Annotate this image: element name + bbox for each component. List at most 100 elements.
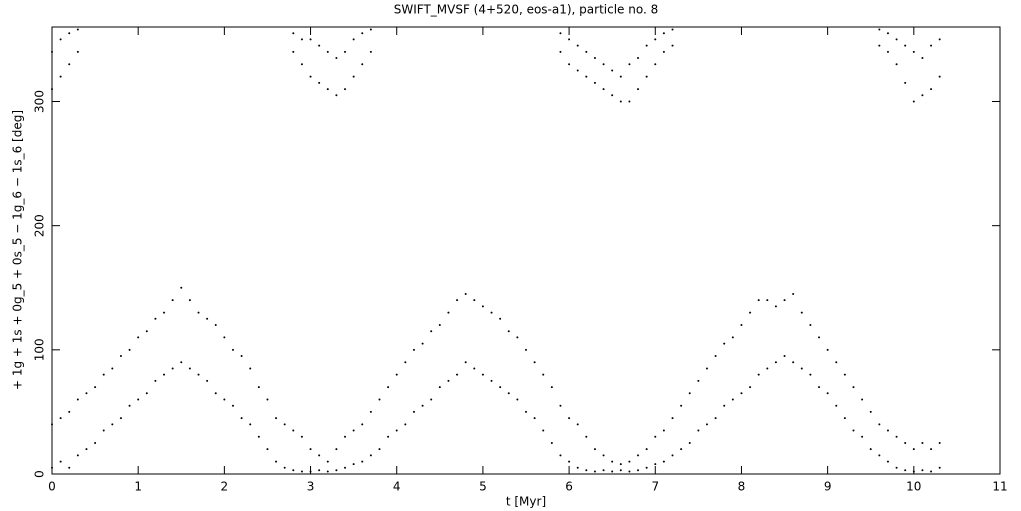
point <box>680 404 683 407</box>
point <box>76 454 79 457</box>
point <box>792 292 795 295</box>
point <box>214 324 217 326</box>
point <box>671 454 674 457</box>
point <box>361 423 364 426</box>
point <box>602 454 605 457</box>
x-tick-label: 0 <box>48 480 56 494</box>
point <box>835 361 838 364</box>
point <box>119 355 122 358</box>
point <box>723 404 726 407</box>
point <box>430 330 433 333</box>
point <box>326 50 329 53</box>
point <box>895 63 898 66</box>
point <box>412 410 415 413</box>
point <box>335 469 338 472</box>
point <box>912 50 915 53</box>
point <box>51 88 53 91</box>
point <box>102 373 105 376</box>
y-tick-label: 300 <box>33 90 47 113</box>
point <box>68 63 71 66</box>
point <box>525 410 527 413</box>
point <box>654 63 657 66</box>
point <box>300 470 303 473</box>
point <box>421 342 424 345</box>
point <box>404 361 407 364</box>
point <box>568 63 571 66</box>
point <box>818 386 821 389</box>
point <box>473 299 476 302</box>
point <box>369 454 372 457</box>
point <box>559 454 562 457</box>
point <box>326 460 329 463</box>
point <box>309 75 312 78</box>
point <box>714 355 717 358</box>
point <box>628 460 631 463</box>
point <box>206 317 209 320</box>
point <box>637 454 640 457</box>
point <box>930 44 933 47</box>
point <box>593 448 596 451</box>
point <box>119 417 122 420</box>
point <box>128 404 131 407</box>
point <box>809 373 812 376</box>
point <box>671 44 674 47</box>
point <box>188 299 191 302</box>
point <box>611 94 614 97</box>
point <box>662 429 665 432</box>
point <box>361 32 364 35</box>
point <box>344 466 347 469</box>
point <box>369 28 372 31</box>
point <box>749 386 752 389</box>
point <box>602 469 605 472</box>
point <box>568 38 571 41</box>
point <box>344 88 347 91</box>
point <box>930 88 933 91</box>
point <box>938 466 941 469</box>
point <box>197 311 200 314</box>
point <box>361 63 364 66</box>
point <box>568 417 571 420</box>
point <box>85 448 88 451</box>
point <box>593 81 596 84</box>
point <box>163 311 166 314</box>
point <box>76 28 79 31</box>
point <box>826 392 829 395</box>
point <box>705 367 708 370</box>
point <box>68 466 71 469</box>
point <box>51 423 53 426</box>
point <box>387 435 390 438</box>
point <box>481 305 484 308</box>
x-tick-label: 7 <box>651 480 659 494</box>
point <box>878 454 881 457</box>
x-tick-label: 1 <box>134 480 142 494</box>
point <box>559 404 562 407</box>
point <box>740 392 743 395</box>
point <box>886 429 889 432</box>
point <box>662 32 665 35</box>
point <box>326 470 329 473</box>
point <box>421 404 424 407</box>
point <box>697 379 700 382</box>
point <box>766 367 769 370</box>
point <box>464 361 467 364</box>
point <box>438 386 441 389</box>
point <box>645 448 648 451</box>
point <box>921 469 924 472</box>
point <box>731 398 734 401</box>
point <box>68 410 71 413</box>
point <box>292 469 295 472</box>
point <box>318 469 321 472</box>
x-tick-label: 2 <box>221 480 229 494</box>
point <box>895 38 898 41</box>
point <box>292 50 295 53</box>
point <box>886 32 889 35</box>
point <box>585 435 588 438</box>
point <box>619 100 622 103</box>
point <box>171 299 174 302</box>
point <box>645 44 648 47</box>
point <box>335 57 338 60</box>
point <box>852 429 855 432</box>
point <box>525 348 527 351</box>
point <box>300 63 303 66</box>
point <box>904 441 907 444</box>
